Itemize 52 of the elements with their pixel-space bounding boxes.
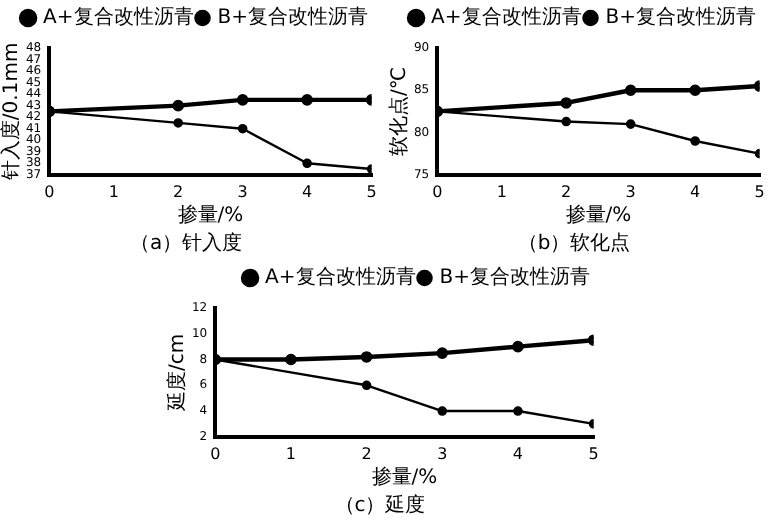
x-tick-label: 3 <box>437 444 448 463</box>
point <box>436 347 449 359</box>
point <box>512 340 524 353</box>
point <box>173 118 183 128</box>
x-tick-label: 2 <box>361 444 372 463</box>
x-tick-label: 1 <box>285 444 297 463</box>
point <box>437 406 448 416</box>
point <box>624 84 637 97</box>
x-tick-label: 4 <box>302 182 313 201</box>
x-tick-label: 4 <box>512 444 524 463</box>
point <box>285 353 297 366</box>
legend-label: A+复合改性沥青 <box>431 5 582 30</box>
text: （a）针入度 <box>129 231 243 256</box>
x-tick-label: 5 <box>588 444 599 463</box>
x-tick-label: 0 <box>210 444 221 463</box>
text: （c）延度 <box>334 493 426 518</box>
x-tick-label: 2 <box>173 182 184 201</box>
y-axis-title: 延度/cm <box>165 333 190 414</box>
x-tick-label: 2 <box>561 182 572 201</box>
point <box>360 351 373 363</box>
legend-label: A+复合改性沥青 <box>43 5 194 30</box>
point <box>561 116 571 127</box>
point <box>690 136 700 146</box>
point <box>237 123 248 134</box>
x-tick-label: 3 <box>625 182 636 201</box>
x-axis-title: 掺量/% <box>565 203 632 228</box>
x-tick-label: 1 <box>496 182 507 201</box>
x-tick-label: 5 <box>754 182 765 201</box>
x-axis-title: 掺量/% <box>371 465 438 490</box>
y-axis-title: 软化点/℃ <box>387 66 412 157</box>
point <box>361 380 372 391</box>
text: （b）软化点 <box>517 231 631 256</box>
point <box>236 94 249 106</box>
x-axis-title: 掺量/% <box>177 203 244 228</box>
x-tick-label: 4 <box>690 182 701 201</box>
x-tick-label: 5 <box>366 182 377 201</box>
x-tick-label: 3 <box>237 182 248 201</box>
legend-label: B+复合改性沥青 <box>439 265 591 290</box>
point <box>689 84 701 97</box>
legend-label: B+复合改性沥青 <box>605 5 757 30</box>
point <box>560 97 572 109</box>
legend-label: A+复合改性沥青 <box>265 265 416 290</box>
point <box>625 119 636 129</box>
y-axis-title: 针入度/0.1mm <box>0 42 24 183</box>
x-tick-label: 1 <box>108 182 119 201</box>
point <box>513 406 523 416</box>
point <box>302 158 312 169</box>
legend-label: B+复合改性沥青 <box>217 5 369 30</box>
x-tick-label: 0 <box>432 182 443 201</box>
x-tick-label: 0 <box>44 182 55 201</box>
point <box>172 99 184 112</box>
point <box>301 94 313 106</box>
